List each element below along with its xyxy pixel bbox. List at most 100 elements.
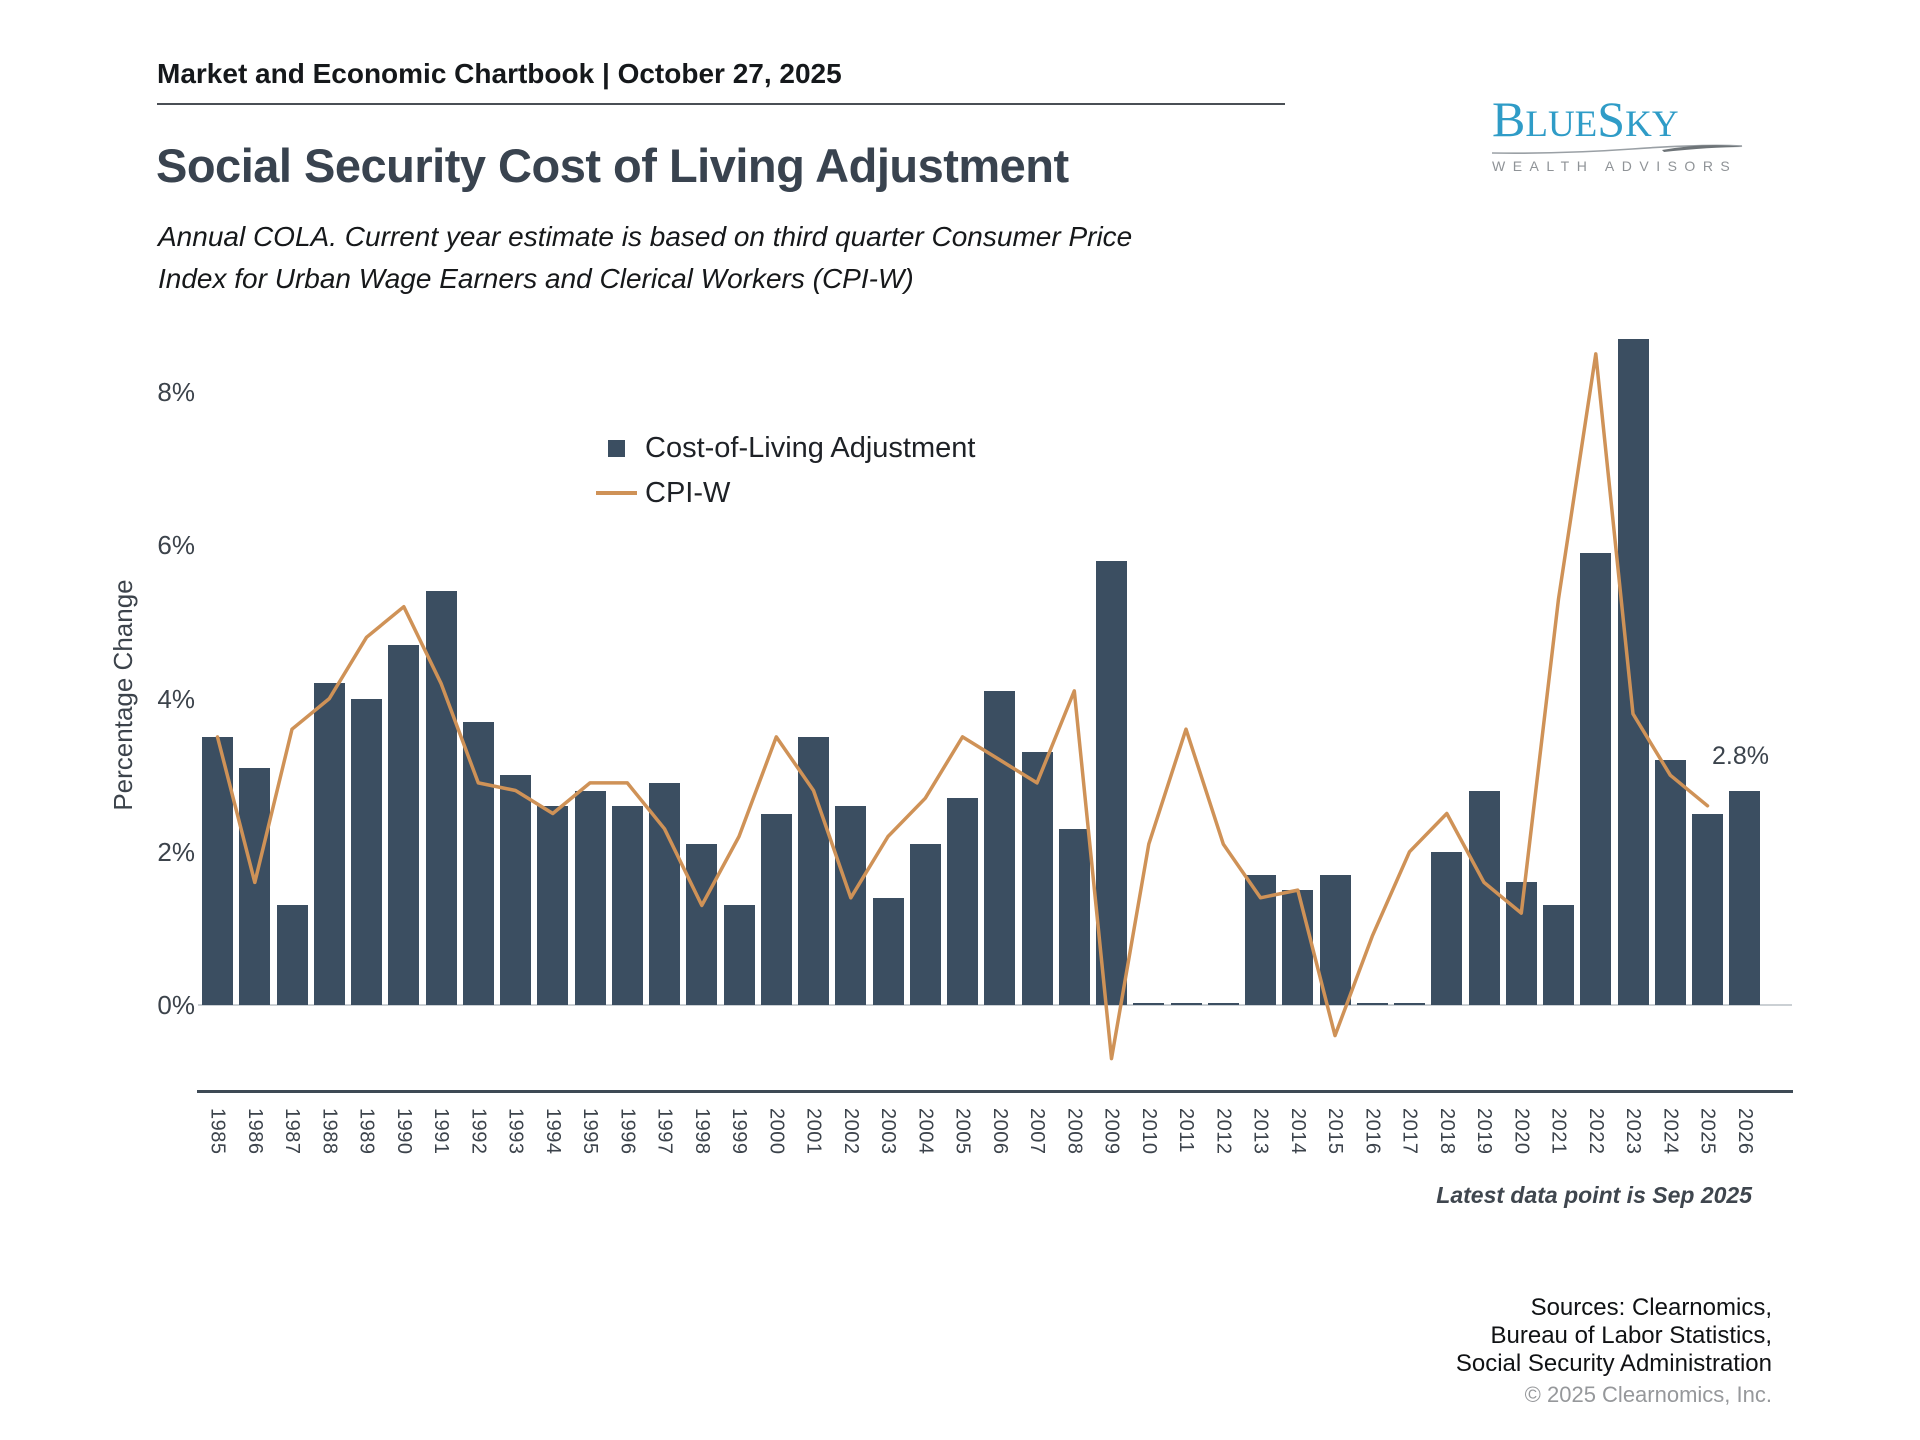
x-tick-2024: 2024 [1659, 1108, 1682, 1155]
x-tick-2017: 2017 [1398, 1108, 1421, 1155]
y-tick-2%: 2% [157, 836, 195, 867]
bar-2022 [1580, 553, 1612, 1005]
bar-2015 [1319, 874, 1351, 1005]
latest-value-annotation: 2.8% [1712, 742, 1769, 770]
bar-2007 [1021, 752, 1053, 1005]
x-tick-1993: 1993 [504, 1108, 527, 1155]
logo-letter: KY [1625, 104, 1679, 145]
bar-2017 [1394, 1003, 1425, 1005]
x-tick-1997: 1997 [653, 1108, 676, 1155]
x-tick-2025: 2025 [1696, 1108, 1719, 1155]
x-tick-1994: 1994 [541, 1108, 564, 1155]
x-tick-2021: 2021 [1547, 1108, 1570, 1155]
x-tick-2002: 2002 [839, 1108, 862, 1155]
y-tick-4%: 4% [157, 683, 195, 714]
bar-1996 [611, 805, 643, 1005]
bar-2016 [1356, 1003, 1388, 1005]
x-tick-1985: 1985 [206, 1108, 229, 1155]
bar-2023 [1617, 338, 1649, 1005]
logo-swoosh-icon [1492, 144, 1743, 154]
y-tick-8%: 8% [157, 377, 195, 408]
logo-tagline: WEALTH ADVISORS [1492, 158, 1738, 174]
bar-1991 [425, 591, 457, 1005]
x-tick-1995: 1995 [579, 1108, 601, 1155]
copyright-text: © 2025 Clearnomics, Inc. [1524, 1382, 1772, 1407]
x-tick-2004: 2004 [914, 1108, 937, 1155]
bar-1997 [649, 782, 680, 1005]
bar-1990 [388, 644, 420, 1005]
bar-2000 [760, 813, 792, 1005]
cola-legend-label: Cost-of-Living Adjustment [645, 431, 976, 464]
bar-2026 [1729, 790, 1761, 1005]
x-tick-2015: 2015 [1324, 1108, 1346, 1155]
x-tick-2014: 2014 [1286, 1108, 1309, 1155]
x-tick-1998: 1998 [690, 1108, 713, 1155]
sources-line-1: Sources: Clearnomics, [1530, 1294, 1772, 1321]
bar-1987 [276, 905, 308, 1005]
x-tick-2019: 2019 [1473, 1108, 1495, 1155]
chart-subtitle: Annual COLA. Current year estimate is ba… [158, 216, 1132, 300]
subtitle-line-1: Annual COLA. Current year estimate is ba… [158, 221, 1133, 252]
x-tick-2018: 2018 [1435, 1108, 1458, 1155]
x-tick-1996: 1996 [616, 1108, 639, 1155]
bar-2013 [1245, 874, 1276, 1005]
bar-2009 [1096, 560, 1127, 1005]
bar-2011 [1170, 1003, 1202, 1005]
bar-1998 [686, 844, 718, 1005]
x-tick-1992: 1992 [467, 1108, 490, 1155]
logo-letter: B [1492, 91, 1526, 147]
bar-2021 [1543, 905, 1574, 1005]
x-tick-1988: 1988 [318, 1108, 341, 1155]
x-tick-1991: 1991 [430, 1108, 452, 1155]
cpiw-legend-label: CPI-W [645, 476, 731, 509]
sources-text: Sources: Clearnomics, Bureau of Labor St… [1456, 1294, 1772, 1378]
subtitle-line-2: Index for Urban Wage Earners and Clerica… [158, 263, 914, 294]
header-divider [157, 103, 1285, 105]
x-tick-2007: 2007 [1026, 1108, 1048, 1155]
bar-1993 [500, 775, 531, 1005]
bar-1995 [574, 790, 606, 1005]
x-tick-2006: 2006 [988, 1108, 1011, 1155]
bar-2006 [984, 690, 1016, 1005]
x-tick-2012: 2012 [1212, 1108, 1235, 1155]
bar-2005 [947, 798, 978, 1005]
report-header: Market and Economic Chartbook | October … [157, 58, 842, 89]
x-tick-2001: 2001 [802, 1108, 825, 1155]
x-tick-1989: 1989 [355, 1108, 378, 1155]
page-title: Social Security Cost of Living Adjustmen… [156, 139, 1069, 192]
y-tick-6%: 6% [157, 530, 195, 561]
bar-2018 [1431, 851, 1463, 1005]
legend-row-cola: Cost-of-Living Adjustment [596, 430, 975, 466]
latest-data-note: Latest data point is Sep 2025 [1436, 1182, 1752, 1208]
logo-letter: LUE [1525, 104, 1598, 145]
x-tick-2009: 2009 [1100, 1108, 1123, 1155]
x-tick-1986: 1986 [243, 1108, 266, 1155]
bar-2019 [1468, 790, 1500, 1005]
legend-row-cpiw: CPI-W [596, 475, 975, 511]
bar-2001 [798, 736, 829, 1005]
bar-2020 [1505, 882, 1537, 1005]
x-tick-2013: 2013 [1249, 1108, 1272, 1155]
y-tick-0%: 0% [157, 990, 195, 1020]
logo-letter: S [1597, 91, 1626, 147]
x-tick-1999: 1999 [728, 1108, 750, 1155]
x-tick-2020: 2020 [1510, 1108, 1533, 1155]
x-tick-2008: 2008 [1063, 1108, 1086, 1155]
sources-line-2: Bureau of Labor Statistics, [1490, 1322, 1772, 1349]
x-tick-2022: 2022 [1584, 1108, 1607, 1155]
bar-2025 [1692, 813, 1723, 1005]
x-tick-2010: 2010 [1137, 1108, 1160, 1155]
bar-1988 [313, 683, 345, 1005]
x-tick-2005: 2005 [951, 1108, 974, 1155]
bar-2003 [872, 897, 904, 1005]
legend: Cost-of-Living Adjustment CPI-W [596, 430, 975, 511]
x-tick-2023: 2023 [1622, 1108, 1644, 1155]
x-tick-2003: 2003 [877, 1108, 899, 1155]
sources-line-3: Social Security Administration [1455, 1350, 1772, 1377]
x-tick-2011: 2011 [1175, 1108, 1197, 1154]
bar-1992 [462, 721, 494, 1005]
x-tick-1990: 1990 [392, 1108, 415, 1155]
bluesky-wordmark: BLUESKY [1492, 94, 1752, 144]
bar-1986 [239, 767, 271, 1005]
